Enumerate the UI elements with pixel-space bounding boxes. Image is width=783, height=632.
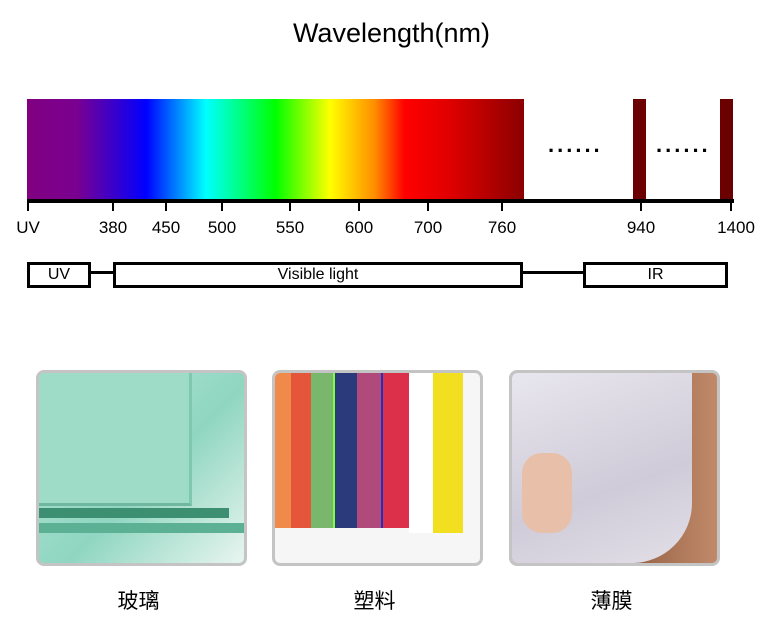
tick-mark — [427, 201, 429, 211]
tick-label: 550 — [275, 218, 305, 237]
tick-label: UV — [16, 218, 40, 237]
band-visible: Visible light — [113, 262, 523, 288]
tick-label: 940 — [626, 218, 656, 237]
caption-film: 薄膜 — [590, 590, 633, 613]
connector — [91, 271, 113, 274]
ir-bar-1400 — [720, 99, 733, 201]
caption-plastic: 塑料 — [353, 590, 396, 613]
plastic-image — [272, 370, 483, 566]
tick-label: 700 — [413, 218, 443, 237]
tick-mark — [165, 201, 167, 211]
tick-label: 1400 — [717, 218, 755, 237]
visible-spectrum-bar — [27, 99, 524, 201]
tick-mark — [730, 201, 732, 211]
diagram-title: Wavelength(nm) — [292, 18, 491, 48]
glass-image — [36, 370, 247, 566]
tick-mark — [289, 201, 291, 211]
tick-label: 760 — [487, 218, 517, 237]
tick-mark — [27, 201, 29, 211]
connector — [523, 271, 583, 274]
film-image — [509, 370, 720, 566]
tick-mark — [112, 201, 114, 211]
tick-label: 450 — [151, 218, 181, 237]
tick-label: 500 — [207, 218, 237, 237]
ellipsis-2: ...... — [656, 132, 711, 157]
axis-line — [27, 199, 734, 203]
ellipsis-1: ...... — [548, 132, 603, 157]
band-ir: IR — [583, 262, 728, 288]
caption-glass: 玻璃 — [117, 590, 160, 613]
tick-mark — [221, 201, 223, 211]
tick-label: 380 — [98, 218, 128, 237]
band-uv: UV — [27, 262, 91, 288]
tick-mark — [358, 201, 360, 211]
ir-bar-940 — [633, 99, 646, 201]
tick-mark — [640, 201, 642, 211]
tick-mark — [501, 201, 503, 211]
tick-label: 600 — [344, 218, 374, 237]
